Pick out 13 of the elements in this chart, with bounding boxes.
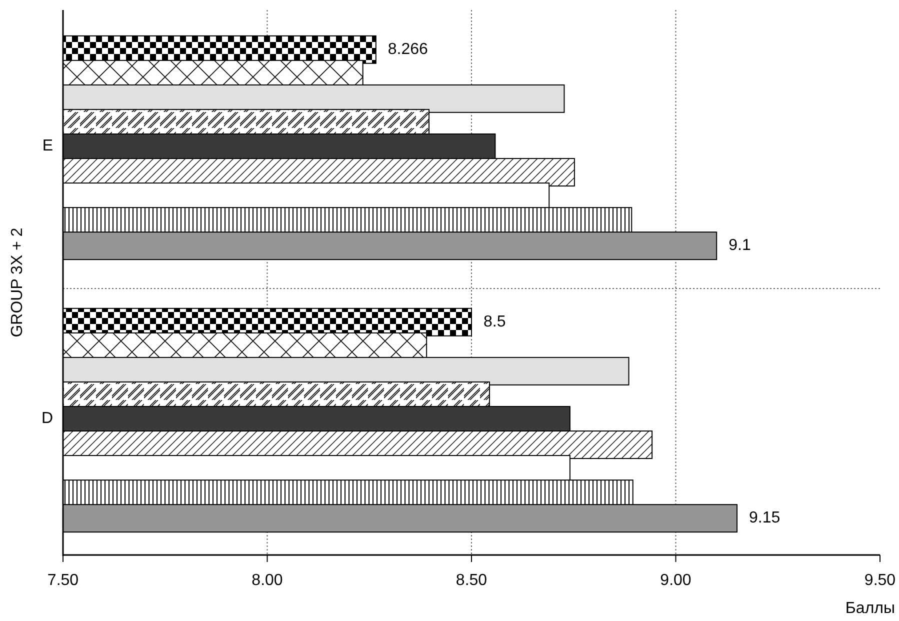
y-tick-label: E [42,137,53,154]
data-label: 8.5 [484,313,506,330]
y-axis-title: GROUP 3X + 2 [9,228,26,338]
data-label: 8.266 [388,40,428,58]
x-tick-label: 9.00 [660,572,692,589]
x-tick-label: 8.00 [252,572,283,589]
x-axis-title: Баллы [845,600,895,617]
data-label: 9.1 [728,237,751,254]
y-tick-label: D [41,410,53,427]
x-tick-label: 7.50 [47,572,79,589]
x-tick-label: 9.50 [864,572,896,589]
x-tick-label: 8.50 [456,572,488,589]
data-label: 9.15 [749,510,780,527]
